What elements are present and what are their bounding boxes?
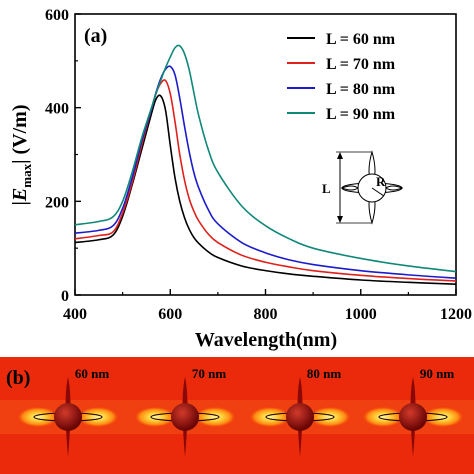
series-line-l-90-nm	[74, 44, 457, 273]
inset-schematic: L R	[322, 150, 404, 225]
legend-label: L = 80 nm	[326, 81, 396, 98]
y-tick-label: 200	[45, 194, 69, 211]
y-tick-label: 600	[45, 7, 69, 24]
field-size-label: 70 nm	[192, 366, 226, 381]
series-line-l-80-nm	[74, 65, 457, 279]
field-sphere	[171, 403, 199, 431]
tick-layer: 400 600 800 1000 1200 0 200 400 600	[45, 7, 472, 323]
panel-a-label: (a)	[84, 25, 107, 47]
legend-label: L = 90 nm	[326, 106, 396, 123]
field-hotspot-right	[76, 406, 120, 428]
legend-label: L = 60 nm	[326, 31, 396, 48]
field-map-layer: 60 nm 70 nm 80 nm 90 nm	[16, 366, 465, 457]
y-tick-label: 400	[45, 101, 69, 118]
field-hotspot-left	[361, 406, 405, 428]
field-size-label: 90 nm	[420, 366, 454, 381]
inset-arrow-head-top	[337, 152, 343, 159]
legend-label: L = 70 nm	[326, 56, 396, 73]
inset-radius-label: R	[376, 174, 386, 189]
inset-wing-left	[340, 185, 359, 191]
field-hotspot-left	[16, 406, 60, 428]
field-hotspot-right	[308, 406, 352, 428]
x-tick-label: 800	[254, 306, 278, 323]
field-size-label: 60 nm	[75, 366, 109, 381]
series-line-l-60-nm	[74, 94, 457, 286]
x-tick-label: 1000	[345, 306, 377, 323]
panel-b-label: (b)	[6, 367, 30, 389]
x-tick-label: 600	[158, 306, 182, 323]
field-hotspot-right	[193, 406, 237, 428]
series-line-l-70-nm	[74, 79, 457, 282]
y-tick-label: 0	[61, 288, 69, 305]
x-tick-label: 400	[63, 306, 87, 323]
x-tick-label: 1200	[440, 306, 472, 323]
field-hotspot-left	[248, 406, 292, 428]
inset-arrow-head-bottom	[337, 216, 343, 223]
field-sphere	[399, 403, 427, 431]
field-size-label: 80 nm	[307, 366, 341, 381]
series-layer	[74, 44, 457, 286]
inset-wing-right	[385, 185, 404, 191]
field-hotspot-left	[133, 406, 177, 428]
field-sphere	[286, 403, 314, 431]
x-axis-title: Wavelength(nm)	[195, 329, 337, 351]
y-axis-title: |Emax| (V/m)	[9, 105, 34, 206]
field-hotspot-right	[421, 406, 465, 428]
legend: L = 60 nm L = 70 nm L = 80 nm L = 90 nm	[287, 31, 396, 123]
field-sphere	[54, 403, 82, 431]
inset-length-label: L	[322, 181, 331, 196]
inset-radius-line	[371, 187, 385, 197]
